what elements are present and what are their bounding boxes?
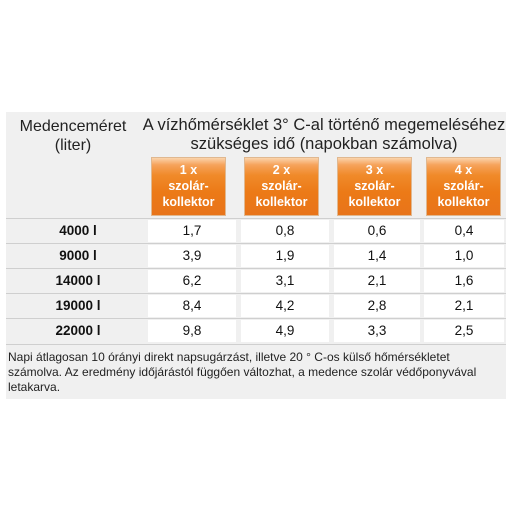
row-pool-size: 19000 l bbox=[55, 298, 101, 313]
table-cell: 1,6 bbox=[424, 270, 504, 292]
table-cell: 3,3 bbox=[334, 320, 420, 342]
column-label: szolár- bbox=[354, 179, 395, 193]
column-count: 2 x bbox=[272, 163, 291, 177]
row-divider bbox=[6, 344, 506, 345]
table-cell: 4,2 bbox=[241, 295, 329, 317]
column-label: kollektor bbox=[437, 195, 490, 209]
row-pool-size: 9000 l bbox=[59, 248, 97, 263]
row-divider bbox=[6, 218, 506, 219]
table-cell: 4,9 bbox=[241, 320, 329, 342]
table-cell: 1,7 bbox=[148, 220, 236, 242]
table-cell: 3,1 bbox=[241, 270, 329, 292]
table-cell: 2,5 bbox=[424, 320, 504, 342]
footnote-text: Napi átlagosan 10 órányi direkt napsugár… bbox=[8, 350, 477, 394]
column-label: szolár- bbox=[443, 179, 484, 193]
table-cell: 6,2 bbox=[148, 270, 236, 292]
table-cell: 2,1 bbox=[424, 295, 504, 317]
row-divider bbox=[6, 318, 506, 319]
column-label: szolár- bbox=[168, 179, 209, 193]
column-header-3: 3 x szolár- kollektor bbox=[338, 158, 411, 215]
column-count: 4 x bbox=[454, 163, 473, 177]
column-count: 1 x bbox=[179, 163, 198, 177]
table-heading-line1: A vízhőmérséklet 3° C-al történő megemel… bbox=[142, 116, 506, 134]
row-divider bbox=[6, 243, 506, 244]
table-cell: 0,6 bbox=[334, 220, 420, 242]
table-heading-line2: szükséges idő (napokban számolva) bbox=[190, 135, 458, 153]
table-cell: 8,4 bbox=[148, 295, 236, 317]
column-label: kollektor bbox=[348, 195, 401, 209]
column-header-4: 4 x szolár- kollektor bbox=[427, 158, 500, 215]
table-cell: 0,4 bbox=[424, 220, 504, 242]
column-header-1: 1 x szolár- kollektor bbox=[152, 158, 225, 215]
table-heading: A vízhőmérséklet 3° C-al történő megemel… bbox=[132, 116, 512, 154]
row-divider bbox=[6, 268, 506, 269]
column-label: kollektor bbox=[255, 195, 308, 209]
table-cell: 3,9 bbox=[148, 245, 236, 267]
row-pool-size: 4000 l bbox=[59, 223, 97, 238]
column-count: 3 x bbox=[365, 163, 384, 177]
table-cell: 1,4 bbox=[334, 245, 420, 267]
table-cell: 2,8 bbox=[334, 295, 420, 317]
column-header-2: 2 x szolár- kollektor bbox=[245, 158, 318, 215]
row-divider bbox=[6, 293, 506, 294]
column-label: szolár- bbox=[261, 179, 302, 193]
pool-size-header-title: Medenceméret bbox=[19, 118, 127, 135]
row-pool-size: 14000 l bbox=[55, 273, 101, 288]
table-cell: 1,0 bbox=[424, 245, 504, 267]
column-label: kollektor bbox=[162, 195, 215, 209]
pool-size-header-unit: (liter) bbox=[54, 137, 92, 154]
table-cell: 2,1 bbox=[334, 270, 420, 292]
row-pool-size: 22000 l bbox=[55, 323, 101, 338]
table-cell: 0,8 bbox=[241, 220, 329, 242]
table-cell: 9,8 bbox=[148, 320, 236, 342]
pool-size-header: Medenceméret (liter) bbox=[14, 117, 132, 155]
table-cell: 1,9 bbox=[241, 245, 329, 267]
